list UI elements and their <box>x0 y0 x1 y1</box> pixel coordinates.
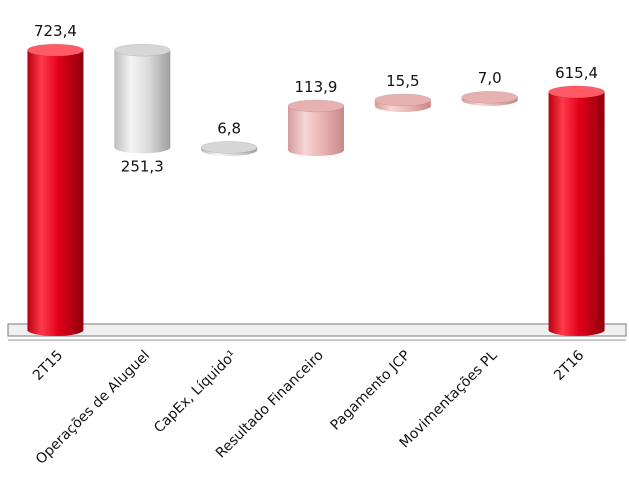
bar-pagamento-jcp <box>374 93 432 112</box>
data-label-pagamento-jcp: 15,5 <box>386 72 419 90</box>
bar-2t15 <box>27 43 84 337</box>
bar-body <box>114 50 171 154</box>
x-tick-label-capex-liquido: CapEx, Líquido¹ <box>151 348 240 437</box>
bar-top-cap <box>114 43 171 57</box>
bar-top-cap <box>461 90 518 104</box>
data-label-capex-liquido: 6,8 <box>217 119 241 137</box>
data-label-operacoes-de-aluguel: 251,3 <box>121 157 164 175</box>
bar-top-cap <box>200 141 258 154</box>
data-label-movimentacoes-pl: 7,0 <box>478 69 502 87</box>
x-tick-label-movimentacoes-pl: Movimentações PL <box>397 347 501 451</box>
bar-body <box>27 50 84 337</box>
bar-body <box>548 91 605 336</box>
chart-floor <box>7 323 627 337</box>
bar-movimentacoes-pl <box>461 90 518 106</box>
x-tick-label-2t15: 2T15 <box>30 348 66 384</box>
bar-top-cap <box>374 93 432 107</box>
bar-top-cap <box>27 43 84 57</box>
bar-top-cap <box>287 99 345 113</box>
bar-body <box>288 105 344 157</box>
bar-top-cap <box>548 85 605 99</box>
x-tick-label-pagamento-jcp: Pagamento JCP <box>328 348 414 434</box>
x-tick-label-2t16: 2T16 <box>551 347 587 383</box>
data-label-2t15: 723,4 <box>34 22 77 40</box>
bar-2t16 <box>548 85 605 336</box>
bar-resultado-financeiro <box>287 99 345 157</box>
data-label-2t16: 615,4 <box>555 64 598 82</box>
bar-operacoes-de-aluguel <box>114 43 171 154</box>
bar-capex-liquido <box>200 141 258 157</box>
data-label-resultado-financeiro: 113,9 <box>295 78 338 96</box>
